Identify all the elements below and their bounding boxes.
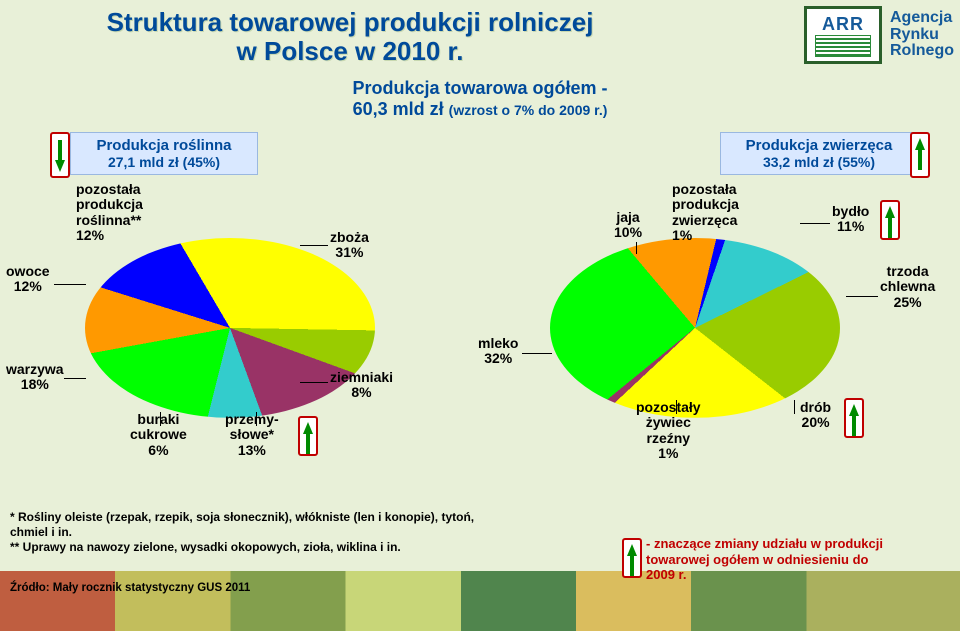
leader-line (676, 400, 677, 414)
arr-logo-line2: Rynku (890, 27, 954, 44)
change-note: - znaczące zmiany udziału w produkcji to… (646, 536, 946, 583)
leader-line (522, 353, 552, 354)
leader-line (636, 242, 637, 254)
arr-logo: ARR Agencja Rynku Rolnego (804, 6, 954, 64)
animal-pie-chart (550, 238, 840, 418)
slide-root: ARR Agencja Rynku Rolnego Struktura towa… (0, 0, 960, 631)
arrow-down-icon (50, 132, 70, 178)
leader-line (160, 412, 161, 426)
label-jaja: jaja 10% (614, 210, 642, 241)
label-drob: drób 20% (800, 400, 831, 431)
plant-production-box: Produkcja roślinna 27,1 mld zł (45%) (70, 132, 258, 175)
arr-logo-bars-icon (815, 35, 871, 57)
arrow-up-icon (910, 132, 930, 178)
label-buraki: buraki cukrowe 6% (130, 412, 187, 458)
sub-banner-line2: 60,3 mld zł (353, 99, 444, 119)
arr-logo-text: Agencja Rynku Rolnego (890, 10, 954, 60)
arr-logo-mark: ARR (804, 6, 882, 64)
leader-line (54, 284, 86, 285)
animal-production-box: Produkcja zwierzęca 33,2 mld zł (55%) (720, 132, 918, 175)
leader-line (794, 400, 795, 414)
leader-line (256, 412, 257, 426)
slide-title: Struktura towarowej produkcji rolniczej … (0, 8, 700, 65)
footnote-1: * Rośliny oleiste (rzepak, rzepik, soja … (10, 510, 570, 555)
arrow-up-icon (298, 416, 318, 456)
animal-pie-wrap (550, 238, 840, 528)
label-przemyslowe: przemy- słowe* 13% (225, 412, 279, 458)
label-ziemniaki: ziemniaki 8% (330, 370, 393, 401)
label-zboza: zboża 31% (330, 230, 369, 261)
label-bydlo: bydło 11% (832, 204, 869, 235)
plant-box-line2: 27,1 mld zł (45%) (79, 154, 249, 170)
sub-banner: Produkcja towarowa ogółem - 60,3 mld zł … (280, 78, 680, 119)
label-owoce: owoce 12% (6, 264, 50, 295)
arr-logo-abbr: ARR (822, 14, 864, 35)
label-poz-zywiec: pozostały żywiec rzeźny 1% (636, 400, 701, 462)
leader-line (300, 382, 328, 383)
leader-line (800, 223, 830, 224)
animal-box-line2: 33,2 mld zł (55%) (729, 154, 909, 170)
arr-logo-line1: Agencja (890, 10, 954, 27)
title-line1: Struktura towarowej produkcji rolniczej (0, 8, 700, 37)
label-trzoda: trzoda chlewna 25% (880, 264, 935, 310)
leader-line (846, 296, 878, 297)
leader-line (300, 245, 328, 246)
leader-line (64, 378, 86, 379)
arr-logo-line3: Rolnego (890, 43, 954, 60)
arrow-up-icon (844, 398, 864, 438)
source-caption: Źródło: Mały rocznik statystyczny GUS 20… (10, 582, 250, 594)
label-poz-roslinna: pozostała produkcja roślinna** 12% (76, 182, 143, 244)
sub-banner-small: (wzrost o 7% do 2009 r.) (449, 102, 608, 118)
label-warzywa: warzywa 18% (6, 362, 64, 393)
sub-banner-line1: Produkcja towarowa ogółem - (352, 78, 607, 98)
label-poz-zwierzeca: pozostała produkcja zwierzęca 1% (672, 182, 739, 244)
animal-box-line1: Produkcja zwierzęca (729, 137, 909, 154)
plant-box-line1: Produkcja roślinna (79, 137, 249, 154)
arrow-up-icon (622, 538, 642, 578)
title-line2: w Polsce w 2010 r. (0, 37, 700, 66)
arrow-up-icon (880, 200, 900, 240)
label-mleko: mleko 32% (478, 336, 518, 367)
